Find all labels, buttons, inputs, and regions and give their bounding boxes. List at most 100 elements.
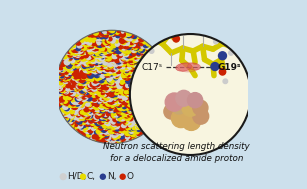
Point <box>83 133 88 136</box>
Point <box>94 66 99 69</box>
Point <box>150 76 155 79</box>
Point <box>97 112 102 115</box>
Point <box>131 64 136 67</box>
Point <box>80 101 85 104</box>
Point <box>99 91 104 94</box>
Point <box>99 61 103 64</box>
Point <box>95 37 100 40</box>
Point <box>124 65 129 68</box>
Point <box>101 96 106 99</box>
Point <box>154 113 159 116</box>
Point <box>136 76 141 79</box>
Point <box>161 69 165 72</box>
Point <box>146 66 151 69</box>
Point <box>76 93 81 96</box>
Point <box>102 49 107 52</box>
Point <box>96 122 101 125</box>
Point <box>106 113 111 116</box>
Point <box>96 61 101 64</box>
Point <box>111 121 116 124</box>
Point <box>142 72 147 75</box>
Point <box>138 79 143 82</box>
Point <box>81 87 86 90</box>
Point <box>115 102 119 105</box>
Point <box>69 60 74 64</box>
Point <box>69 75 74 78</box>
Point <box>75 125 80 128</box>
Point <box>142 119 147 122</box>
Point <box>121 136 126 139</box>
Point <box>82 128 87 131</box>
Point <box>104 88 109 91</box>
Point <box>99 49 104 52</box>
Point <box>80 104 85 107</box>
Point <box>58 68 63 71</box>
Point <box>81 67 86 70</box>
Point <box>77 111 82 114</box>
Point <box>139 48 144 51</box>
Point <box>145 65 150 68</box>
Point <box>89 61 94 64</box>
Point <box>96 71 101 74</box>
Point <box>130 50 135 53</box>
Point <box>159 99 164 102</box>
Point <box>101 51 106 54</box>
Point <box>81 40 86 43</box>
Point <box>110 70 115 73</box>
Point <box>76 79 80 82</box>
Point <box>108 29 113 32</box>
Point <box>108 69 113 72</box>
Point <box>143 49 148 52</box>
Point <box>95 131 100 134</box>
Point <box>120 113 125 116</box>
Point <box>161 71 166 74</box>
Ellipse shape <box>176 63 192 71</box>
Point <box>95 134 99 137</box>
Point <box>123 41 128 44</box>
Point <box>107 94 111 97</box>
Point <box>114 45 119 48</box>
Point <box>102 117 107 120</box>
Point <box>122 111 127 114</box>
Point <box>99 138 104 141</box>
Point <box>58 69 63 72</box>
Point <box>65 74 70 77</box>
Point <box>81 75 86 78</box>
Point <box>135 97 140 100</box>
Point <box>65 68 70 71</box>
Point <box>146 112 150 115</box>
Point <box>79 90 84 93</box>
Point <box>107 43 112 46</box>
Point <box>66 77 71 80</box>
Point <box>143 70 148 73</box>
Point <box>104 109 109 112</box>
Point <box>87 57 92 60</box>
Point <box>123 120 128 123</box>
Point <box>119 126 124 129</box>
Point <box>94 119 99 122</box>
Point <box>110 141 115 144</box>
Point <box>111 86 116 89</box>
Point <box>153 95 158 98</box>
Point <box>96 41 101 44</box>
Point <box>104 68 109 71</box>
Point <box>93 138 98 141</box>
Point <box>119 86 124 89</box>
Point <box>97 106 102 109</box>
Point <box>86 51 91 54</box>
Point <box>68 72 73 75</box>
Point <box>98 57 103 60</box>
Point <box>80 89 85 92</box>
Point <box>160 108 165 112</box>
Point <box>108 131 113 134</box>
Point <box>125 38 130 41</box>
Point <box>88 136 93 139</box>
Point <box>104 55 109 58</box>
Point <box>156 113 161 116</box>
Point <box>94 43 99 46</box>
Point <box>61 88 66 91</box>
Point <box>124 57 129 60</box>
Point <box>142 64 147 67</box>
Point <box>107 97 112 100</box>
Point <box>81 128 86 131</box>
